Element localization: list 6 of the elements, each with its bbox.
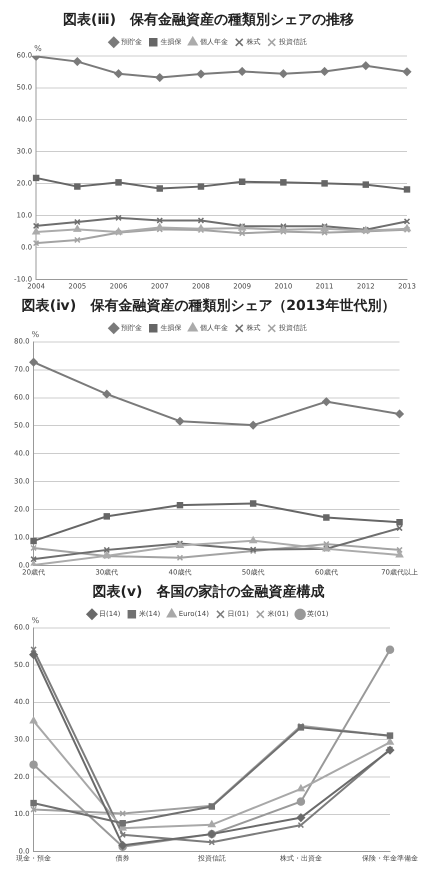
chart-title: 図表(ⅳ) 保有金融資産の種類別シェア（2013年世代別） (22, 297, 396, 314)
y-axis-title: % (32, 616, 40, 625)
chart-title: 図表(ⅲ) 保有金融資産の種類別シェアの推移 (62, 11, 354, 28)
y-axis-title: % (34, 44, 42, 53)
y-axis-title: % (32, 330, 40, 339)
chart-title: 図表(ⅴ) 各国の家計の金融資産構成 (92, 583, 324, 600)
